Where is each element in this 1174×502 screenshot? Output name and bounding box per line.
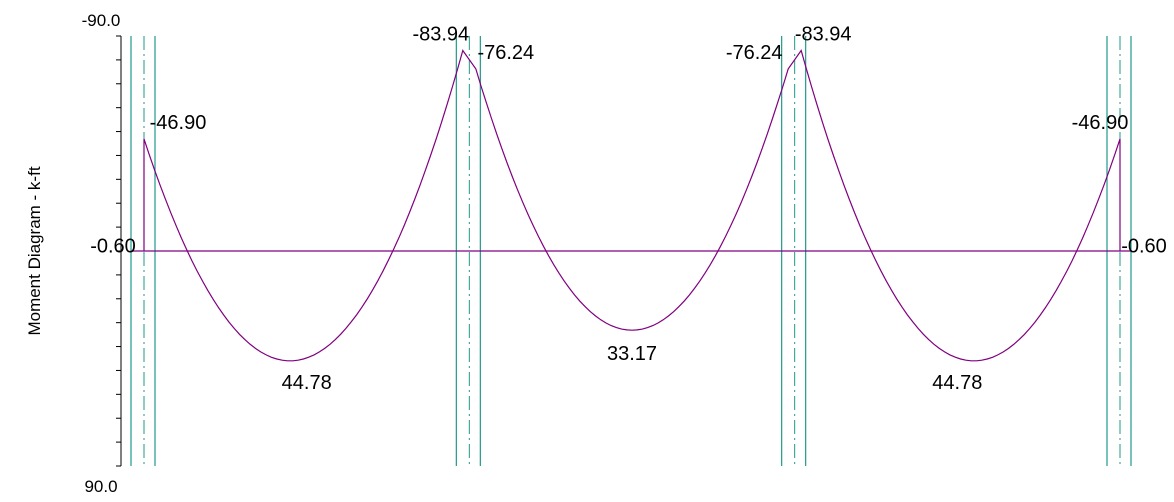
data-label-4: -76.24: [477, 42, 534, 64]
y-tick-top: -90.0: [82, 11, 121, 30]
data-label-9: 44.78: [932, 372, 982, 394]
data-label-1: -0.60: [90, 236, 136, 258]
data-label-7: -76.24: [726, 42, 783, 64]
data-label-2: -46.90: [150, 112, 207, 134]
y-axis-label: Moment Diagram - k-ft: [25, 166, 44, 335]
data-label-3: -83.94: [412, 24, 469, 46]
moment-curve: [144, 50, 1120, 360]
labels-layer: -0.60-46.90-83.94-76.2444.7833.17-76.24-…: [90, 24, 1167, 395]
y-tick-bottom: 90.0: [84, 477, 117, 496]
data-label-11: -0.60: [1121, 236, 1167, 258]
data-label-5: 44.78: [282, 372, 332, 394]
data-label-6: 33.17: [607, 343, 657, 365]
curve-layer: [132, 50, 1132, 360]
data-label-8: -83.94: [795, 24, 852, 46]
data-label-10: -46.90: [1072, 112, 1129, 134]
